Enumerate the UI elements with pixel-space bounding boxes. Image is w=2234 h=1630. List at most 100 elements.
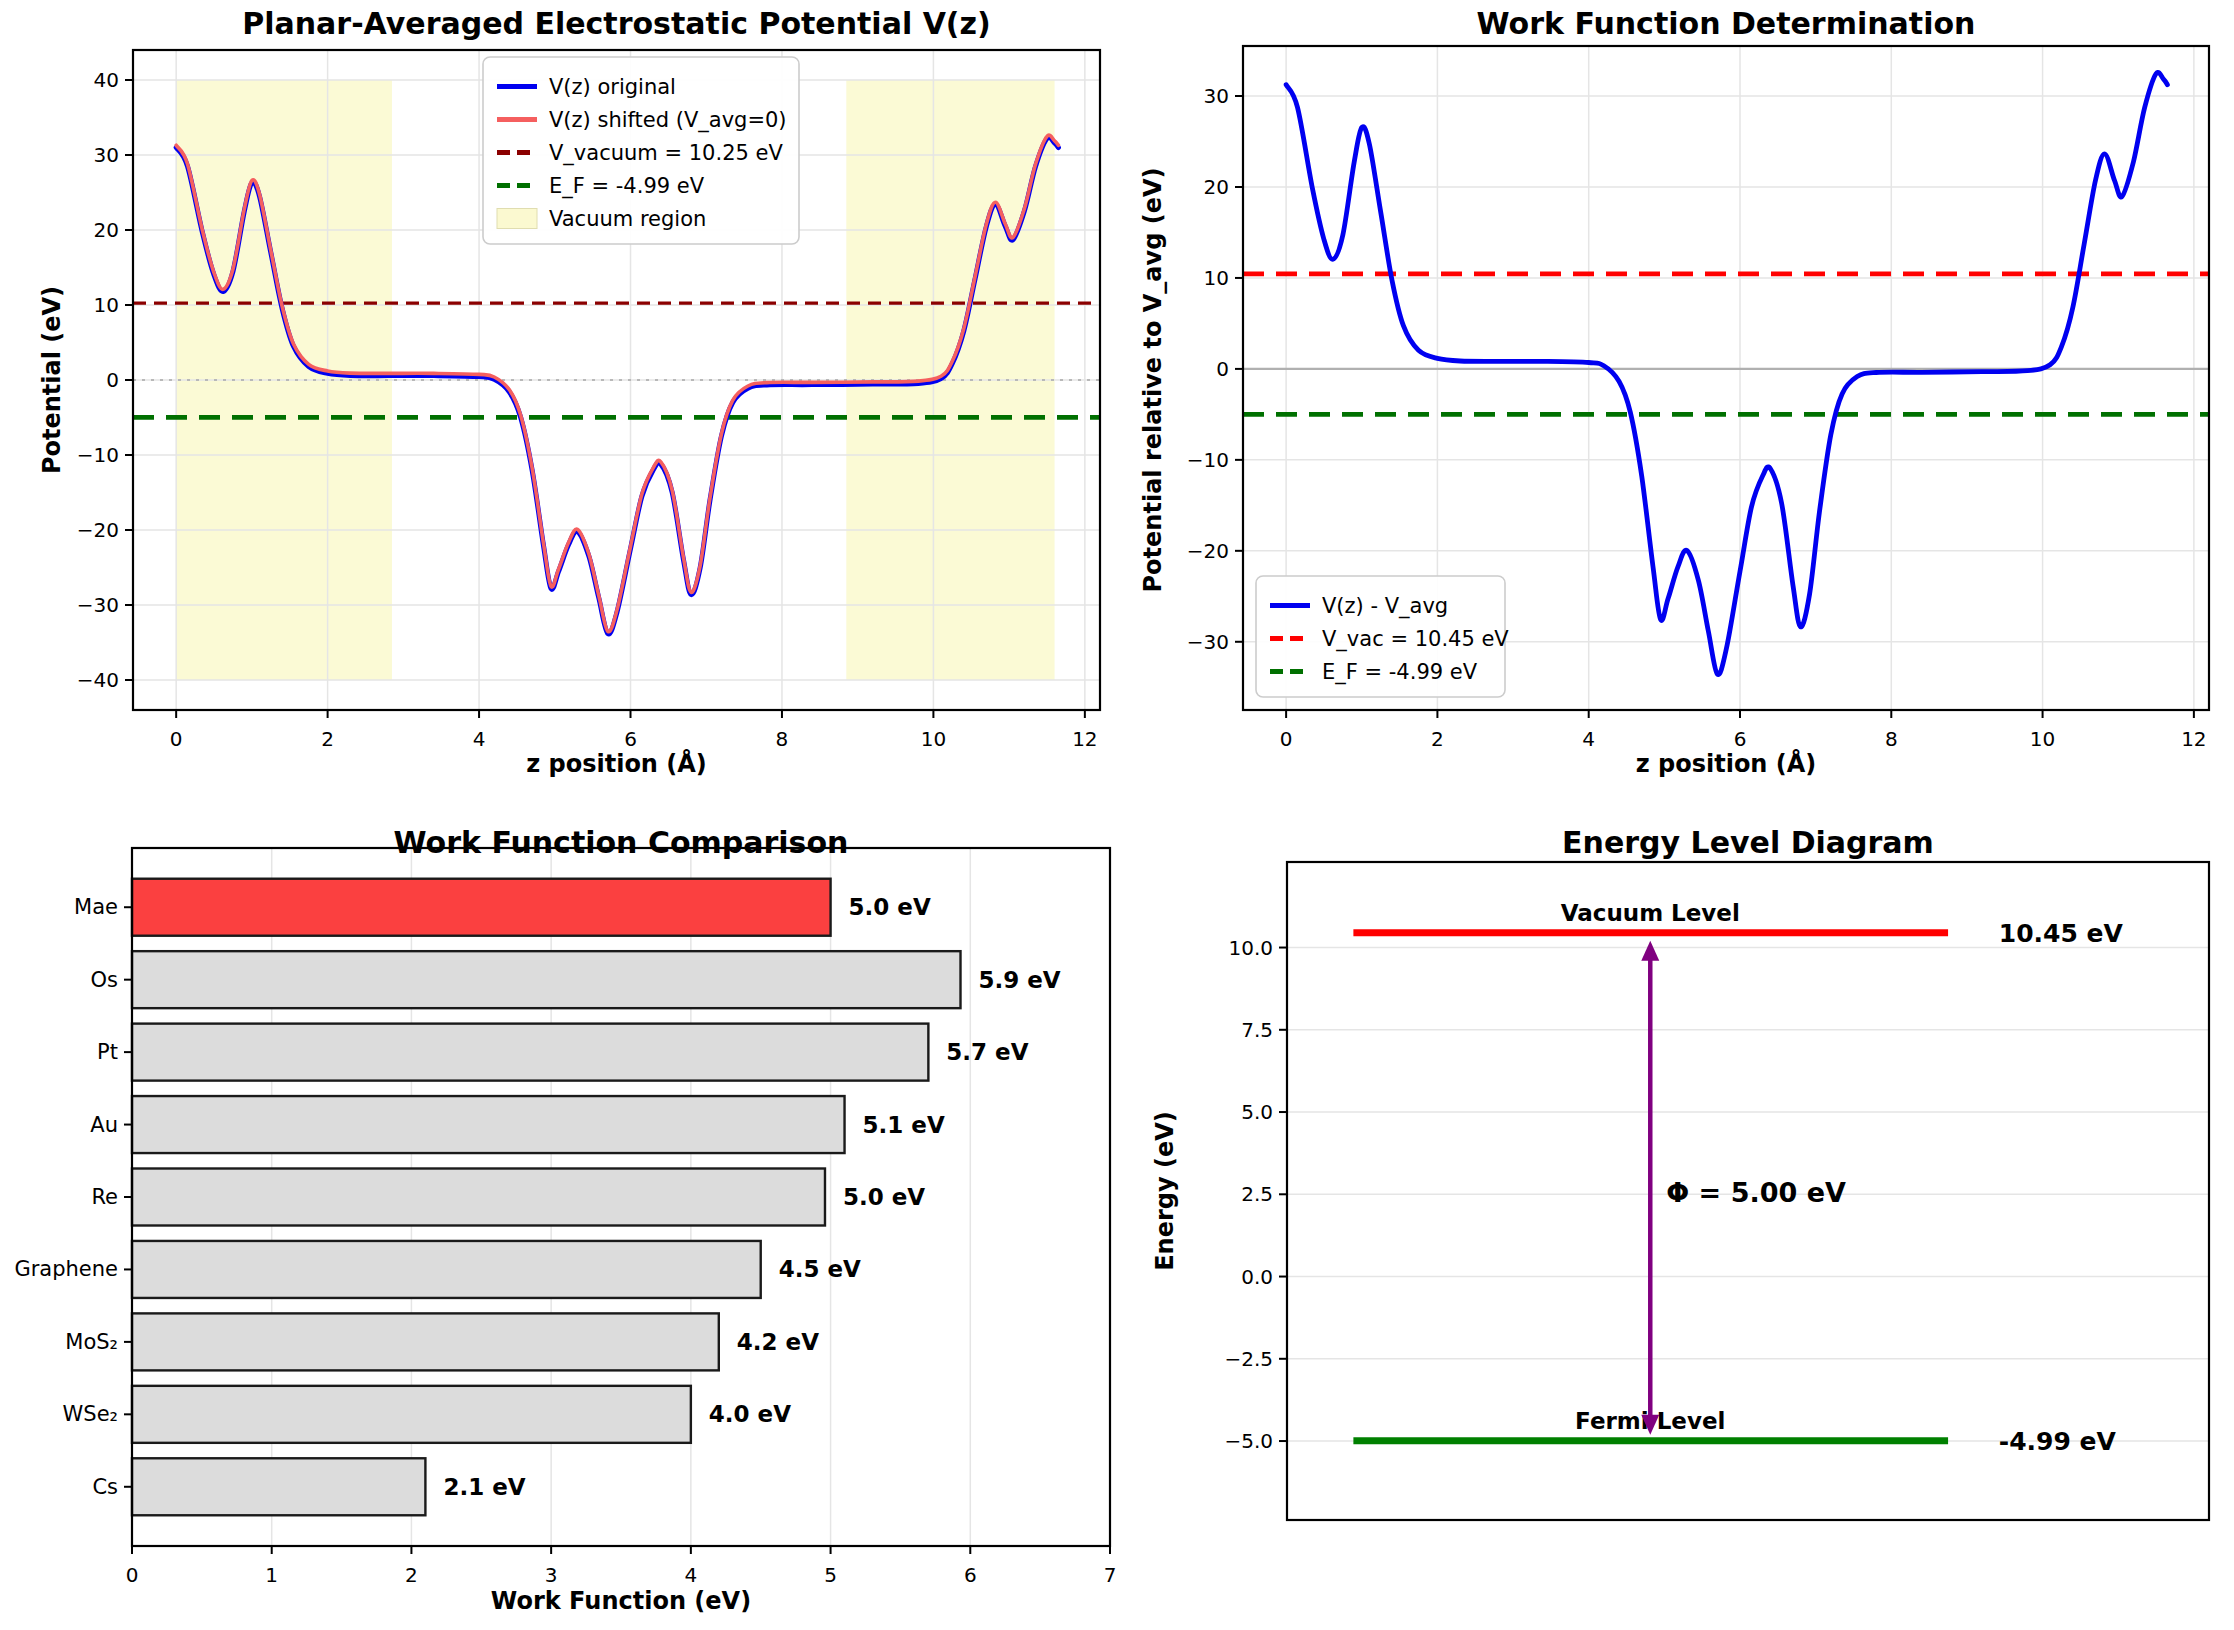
y-tick-label: −20 <box>77 518 119 542</box>
potential-xaxis-label: z position (Å) <box>133 750 1100 778</box>
y-tick-label: −10 <box>77 443 119 467</box>
potential-yaxis-label: Potential (eV) <box>38 286 66 474</box>
legend-item-label: Vacuum region <box>549 207 706 231</box>
plot-determination-quadrant: 0 2 4 6 8 10 12 −30 −20 −10 0 10 20 30 V(z) - V_avg V_v… <box>1117 0 2234 815</box>
x-tick-label: 4 <box>1582 727 1595 751</box>
determination-yaxis-label: Potential relative to V_avg (eV) <box>1139 168 1167 593</box>
level-value-fermi-level: -4.99 eV <box>1999 1427 2117 1456</box>
legend-swatch-vacuum-region <box>497 209 537 229</box>
y-tick-label: 5.0 <box>1241 1100 1273 1124</box>
level-name-vacuum-level: Vacuum Level <box>1561 900 1740 926</box>
bar-cs <box>132 1458 425 1515</box>
y-tick-label: 0.0 <box>1241 1265 1273 1289</box>
legend-item-label: V(z) original <box>549 75 676 99</box>
x-tick-label: 0 <box>1280 727 1293 751</box>
energy-chart-canvas: Vacuum Level10.45 eVFermi Level-4.99 eVΦ… <box>1117 815 2234 1630</box>
x-tick-label: 4 <box>684 1563 697 1587</box>
bar-value-label: 5.1 eV <box>863 1112 945 1138</box>
y-tick-label: 30 <box>1204 84 1229 108</box>
y-tick-label: 10 <box>94 293 119 317</box>
y-tick-label: −40 <box>77 668 119 692</box>
bar-value-label: 5.7 eV <box>946 1039 1028 1065</box>
legend-item-label: V(z) - V_avg <box>1322 594 1448 619</box>
y-tick-label: −2.5 <box>1224 1347 1273 1371</box>
x-tick-label: 4 <box>473 727 486 751</box>
x-tick-label: 6 <box>1734 727 1747 751</box>
plot-comparison-quadrant: 5.0 eV Mae 5.9 eV Os 5.7 eV Pt 5.1 eV Au 5.0 eV R… <box>0 815 1117 1630</box>
comparison-plot-title: Work Function Comparison <box>132 825 1110 860</box>
plot-potential-quadrant: 0 2 4 6 8 10 12 −40 −30 −20 −10 0 10 20 30 40 V(z) origi… <box>0 0 1117 815</box>
comparison-chart-canvas: 5.0 eV Mae 5.9 eV Os 5.7 eV Pt 5.1 eV Au 5.0 eV R… <box>0 815 1117 1630</box>
category-label: Mae <box>74 895 118 919</box>
figure: 024681012−40−30−20−10010203040V(z) origi… <box>0 0 2234 1630</box>
y-tick-label: 30 <box>94 143 119 167</box>
x-tick-label: 2 <box>405 1563 418 1587</box>
y-tick-label: 0 <box>1216 357 1229 381</box>
bar-graphene <box>132 1241 761 1298</box>
y-tick-label: −30 <box>77 593 119 617</box>
y-tick-label: 7.5 <box>1241 1018 1273 1042</box>
y-tick-label: 20 <box>1204 175 1229 199</box>
x-tick-label: 6 <box>624 727 637 751</box>
determination-xaxis-label: z position (Å) <box>1243 750 2209 778</box>
y-tick-label: −5.0 <box>1224 1429 1273 1453</box>
energy-yaxis-label: Energy (eV) <box>1151 1111 1179 1271</box>
x-tick-label: 8 <box>776 727 789 751</box>
bar-value-label: 5.0 eV <box>843 1184 925 1210</box>
category-label: WSe₂ <box>63 1402 118 1426</box>
y-tick-label: −30 <box>1187 630 1229 654</box>
x-tick-label: 2 <box>321 727 334 751</box>
y-tick-label: 20 <box>94 218 119 242</box>
category-label: Re <box>91 1185 118 1209</box>
bar-re <box>132 1169 825 1226</box>
category-label: Os <box>91 968 118 992</box>
x-tick-label: 0 <box>126 1563 139 1587</box>
x-tick-label: 8 <box>1885 727 1898 751</box>
bar-au <box>132 1096 845 1153</box>
x-tick-label: 12 <box>2181 727 2206 751</box>
x-tick-label: 5 <box>824 1563 837 1587</box>
y-tick-label: 0 <box>106 368 119 392</box>
y-tick-label: −10 <box>1187 448 1229 472</box>
work-function-value-label: Φ = 5.00 eV <box>1666 1177 1846 1208</box>
bar-mae <box>132 879 831 936</box>
category-label: MoS₂ <box>65 1330 118 1354</box>
energy-plot-title: Energy Level Diagram <box>1287 825 2209 860</box>
y-tick-label: 10.0 <box>1228 936 1273 960</box>
category-label: Au <box>90 1113 118 1137</box>
plot-energy-quadrant: Vacuum Level10.45 eVFermi Level-4.99 eVΦ… <box>1117 815 2234 1630</box>
legend-item-label: V(z) shifted (V_avg=0) <box>549 108 787 133</box>
bar-wse <box>132 1386 691 1443</box>
bar-value-label: 4.2 eV <box>737 1329 819 1355</box>
determination-plot-title: Work Function Determination <box>1243 6 2209 41</box>
bar-value-label: 4.0 eV <box>709 1401 791 1427</box>
category-label: Cs <box>92 1475 118 1499</box>
legend-item-label: V_vacuum = 10.25 eV <box>549 141 783 166</box>
x-tick-label: 3 <box>545 1563 558 1587</box>
x-tick-label: 6 <box>964 1563 977 1587</box>
bar-value-label: 5.9 eV <box>979 967 1061 993</box>
x-tick-label: 12 <box>1072 727 1097 751</box>
category-label: Pt <box>97 1040 118 1064</box>
bar-value-label: 5.0 eV <box>849 894 931 920</box>
x-tick-label: 2 <box>1431 727 1444 751</box>
y-tick-label: 40 <box>94 68 119 92</box>
x-tick-label: 10 <box>2030 727 2055 751</box>
category-label: Graphene <box>14 1257 118 1281</box>
level-value-vacuum-level: 10.45 eV <box>1999 919 2124 948</box>
legend-item-label: E_F = -4.99 eV <box>1322 660 1478 685</box>
bar-value-label: 4.5 eV <box>779 1256 861 1282</box>
bar-pt <box>132 1024 928 1081</box>
y-tick-label: 10 <box>1204 266 1229 290</box>
potential-plot-title: Planar-Averaged Electrostatic Potential … <box>133 6 1100 41</box>
determination-chart-canvas: 0 2 4 6 8 10 12 −30 −20 −10 0 10 20 30 V(z) - V_avg V_v… <box>1117 0 2234 815</box>
x-tick-label: 0 <box>170 727 183 751</box>
y-tick-label: −20 <box>1187 539 1229 563</box>
legend-item-label: V_vac = 10.45 eV <box>1322 627 1509 652</box>
potential-chart-canvas: 0 2 4 6 8 10 12 −40 −30 −20 −10 0 10 20 30 40 V(z) origi… <box>0 0 1117 815</box>
comparison-xaxis-label: Work Function (eV) <box>132 1587 1110 1615</box>
x-tick-label: 10 <box>921 727 946 751</box>
x-tick-label: 1 <box>265 1563 278 1587</box>
y-tick-label: 2.5 <box>1241 1182 1273 1206</box>
bar-mos <box>132 1313 719 1370</box>
